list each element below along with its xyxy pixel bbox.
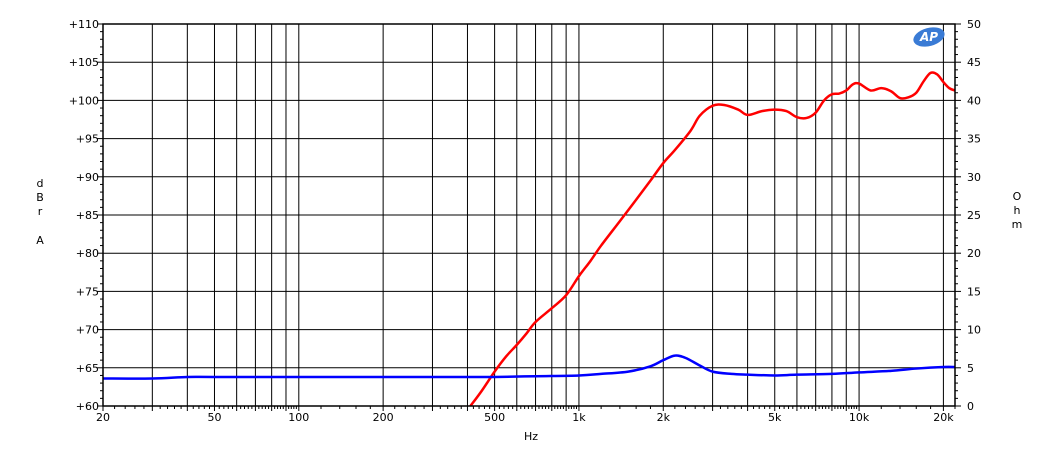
x-axis-label: Hz <box>524 430 538 443</box>
x-tick-label: 20 <box>96 411 110 424</box>
series-layer <box>103 71 955 406</box>
y-left-tick-label: +85 <box>76 209 99 222</box>
y-left-tick-label: +100 <box>69 94 99 107</box>
y-right-axis-label-char: h <box>1014 204 1021 217</box>
x-tick-label: 100 <box>288 411 309 424</box>
plot-frame <box>102 23 956 407</box>
x-tick-label: 5k <box>768 411 782 424</box>
x-tick-label: 20k <box>933 411 954 424</box>
y-right-tick-label: 10 <box>967 324 981 337</box>
y-left-tick-label: +75 <box>76 285 99 298</box>
y-right-axis-label-char: O <box>1013 190 1022 203</box>
y-left-axis-label-char: B <box>36 191 44 204</box>
y-right-tick-label: 30 <box>967 171 981 184</box>
response-series-line <box>469 71 955 406</box>
y-left-axis-label-char: d <box>37 177 44 190</box>
labels-layer: +110+105+100+95+90+85+80+75+70+65+605045… <box>36 18 1022 443</box>
y-left-tick-label: +95 <box>76 133 99 146</box>
y-right-tick-label: 45 <box>967 56 981 69</box>
y-right-tick-label: 0 <box>967 400 974 413</box>
y-left-tick-label: +105 <box>69 56 99 69</box>
y-right-tick-label: 5 <box>967 362 974 375</box>
y-left-tick-label: +110 <box>69 18 99 31</box>
y-left-tick-label: +70 <box>76 324 99 337</box>
y-right-tick-label: 20 <box>967 247 981 260</box>
x-tick-label: 10k <box>849 411 870 424</box>
y-left-tick-label: +90 <box>76 171 99 184</box>
y-right-tick-label: 50 <box>967 18 981 31</box>
x-tick-label: 500 <box>484 411 505 424</box>
y-right-tick-label: 15 <box>967 285 981 298</box>
y-left-tick-label: +65 <box>76 362 99 375</box>
y-right-tick-label: 25 <box>967 209 981 222</box>
y-right-axis-label-char: m <box>1012 218 1023 231</box>
x-tick-label: 1k <box>572 411 586 424</box>
x-tick-label: 2k <box>657 411 671 424</box>
y-left-axis-label-char: r <box>38 205 43 218</box>
y-right-tick-label: 35 <box>967 133 981 146</box>
y-right-tick-label: 40 <box>967 94 981 107</box>
x-tick-label: 50 <box>207 411 221 424</box>
ap-logo: AP <box>913 27 945 47</box>
x-tick-label: 200 <box>373 411 394 424</box>
impedance-series-line <box>103 354 955 380</box>
y-left-axis-label-char: A <box>36 234 44 247</box>
logo-text: AP <box>919 30 938 44</box>
y-left-tick-label: +60 <box>76 400 99 413</box>
y-left-tick-label: +80 <box>76 247 99 260</box>
